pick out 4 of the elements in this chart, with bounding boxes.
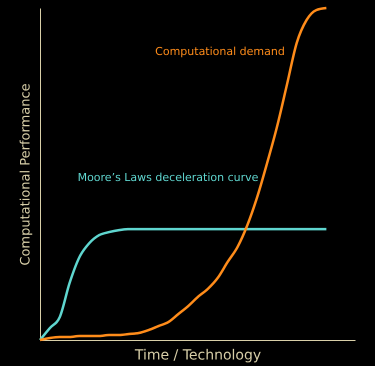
series-label: Computational demand	[155, 45, 285, 58]
x-axis-title: Time / Technology	[134, 348, 262, 364]
text: Moore’s Laws deceleration curve	[78, 171, 259, 184]
y-axis-title: Computational Performance	[18, 83, 34, 266]
